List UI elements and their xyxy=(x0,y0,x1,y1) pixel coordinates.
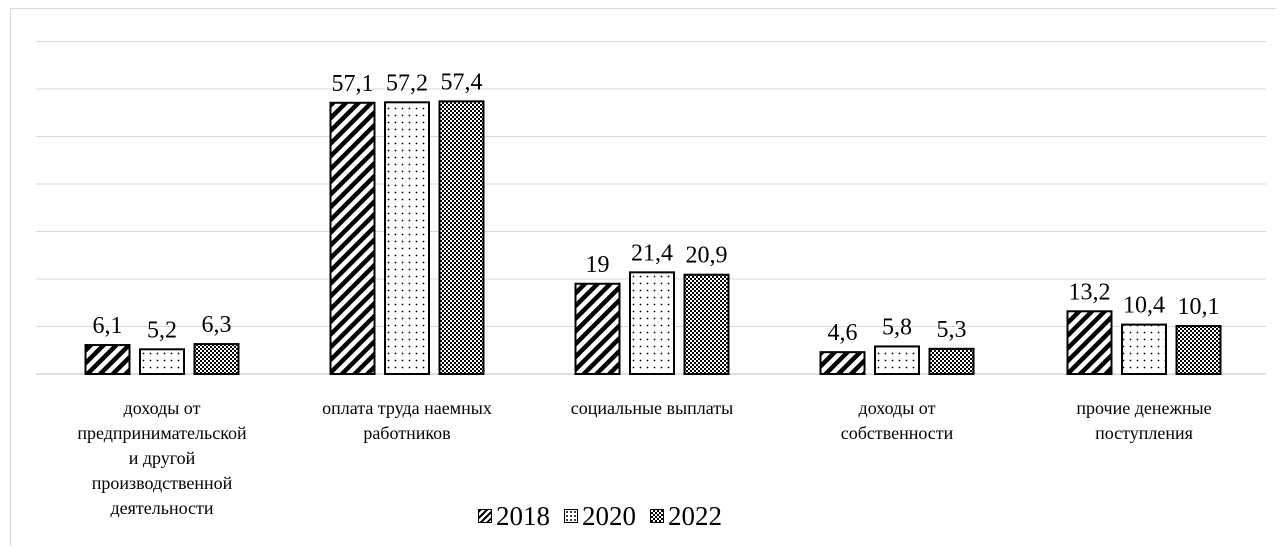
category-label-4: прочие денежные поступления xyxy=(1024,396,1264,446)
data-label-2020-0: 5,2 xyxy=(147,317,177,343)
category-label-1: оплата труда наемных работников xyxy=(287,396,527,446)
bar-2022-2 xyxy=(683,273,730,376)
data-label-2020-1: 57,2 xyxy=(386,70,428,96)
data-label-2018-1: 57,1 xyxy=(332,71,374,97)
category-label-2: социальные выплаты xyxy=(532,396,772,421)
data-label-2022-3: 5,3 xyxy=(937,317,967,343)
bar-2018-1 xyxy=(329,101,376,376)
category-label-line: предпринимательской xyxy=(77,423,247,443)
data-label-2018-3: 4,6 xyxy=(828,320,858,346)
legend-item-2018: 2018 xyxy=(478,501,550,532)
category-label-line: поступления xyxy=(1095,423,1193,443)
chart-frame xyxy=(10,8,1276,546)
bar-2020-2 xyxy=(629,271,675,376)
category-label-line: прочие денежные xyxy=(1076,398,1212,418)
legend-swatch-checkered xyxy=(650,509,664,523)
bars xyxy=(84,100,1222,376)
legend-item-2022: 2022 xyxy=(650,501,722,532)
bar-2020-1 xyxy=(384,101,430,376)
bar-2022-4 xyxy=(1175,325,1222,375)
data-label-2022-2: 20,9 xyxy=(686,243,728,269)
data-labels: 6,1 57,1 19 4,6 13,2 5,2 57,2 21,4 5,8 10,4 6,3 57,… xyxy=(93,69,1220,346)
legend-label: 2020 xyxy=(582,500,636,531)
category-label-line: собственности xyxy=(840,423,954,443)
bar-2022-1 xyxy=(438,100,485,375)
data-label-2018-2: 19 xyxy=(586,252,610,278)
legend: 2018 2020 2022 xyxy=(478,498,736,534)
legend-label: 2022 xyxy=(668,500,722,531)
category-label-line: работников xyxy=(363,423,451,443)
data-label-2020-4: 10,4 xyxy=(1123,293,1165,319)
bar-2022-0 xyxy=(193,343,240,376)
bar-2018-2 xyxy=(574,282,621,375)
legend-swatch-dots xyxy=(564,509,578,523)
data-label-2020-3: 5,8 xyxy=(882,314,912,340)
bar-2020-0 xyxy=(139,348,185,375)
legend-item-2020: 2020 xyxy=(564,501,636,532)
bar-2018-4 xyxy=(1066,310,1113,375)
bar-2020-3 xyxy=(874,345,920,376)
data-label-2022-4: 10,1 xyxy=(1178,294,1220,320)
bar-2020-4 xyxy=(1121,323,1167,376)
legend-label: 2018 xyxy=(496,500,550,531)
data-label-2022-0: 6,3 xyxy=(202,312,232,338)
category-label-line: доходы от xyxy=(858,398,936,418)
data-label-2022-1: 57,4 xyxy=(441,69,483,95)
bar-2018-0 xyxy=(84,344,131,375)
category-label-line: и другой xyxy=(128,448,196,468)
data-label-2018-0: 6,1 xyxy=(93,313,123,339)
category-label-line: деятельности xyxy=(110,498,214,518)
category-label-line: оплата труда наемных xyxy=(322,398,492,418)
category-label-line: доходы от xyxy=(123,398,201,418)
category-label-3: доходы от собственности xyxy=(777,396,1017,446)
category-label-line: производственной xyxy=(91,473,233,493)
bar-2022-3 xyxy=(928,347,975,376)
category-label-0: доходы от предпринимательской и другой прои… xyxy=(42,396,282,521)
bar-2018-3 xyxy=(819,351,866,375)
data-label-2020-2: 21,4 xyxy=(631,240,673,266)
legend-swatch-diagonal-stripes xyxy=(478,509,492,523)
category-label-line: социальные выплаты xyxy=(570,398,734,418)
data-label-2018-4: 13,2 xyxy=(1069,279,1111,305)
